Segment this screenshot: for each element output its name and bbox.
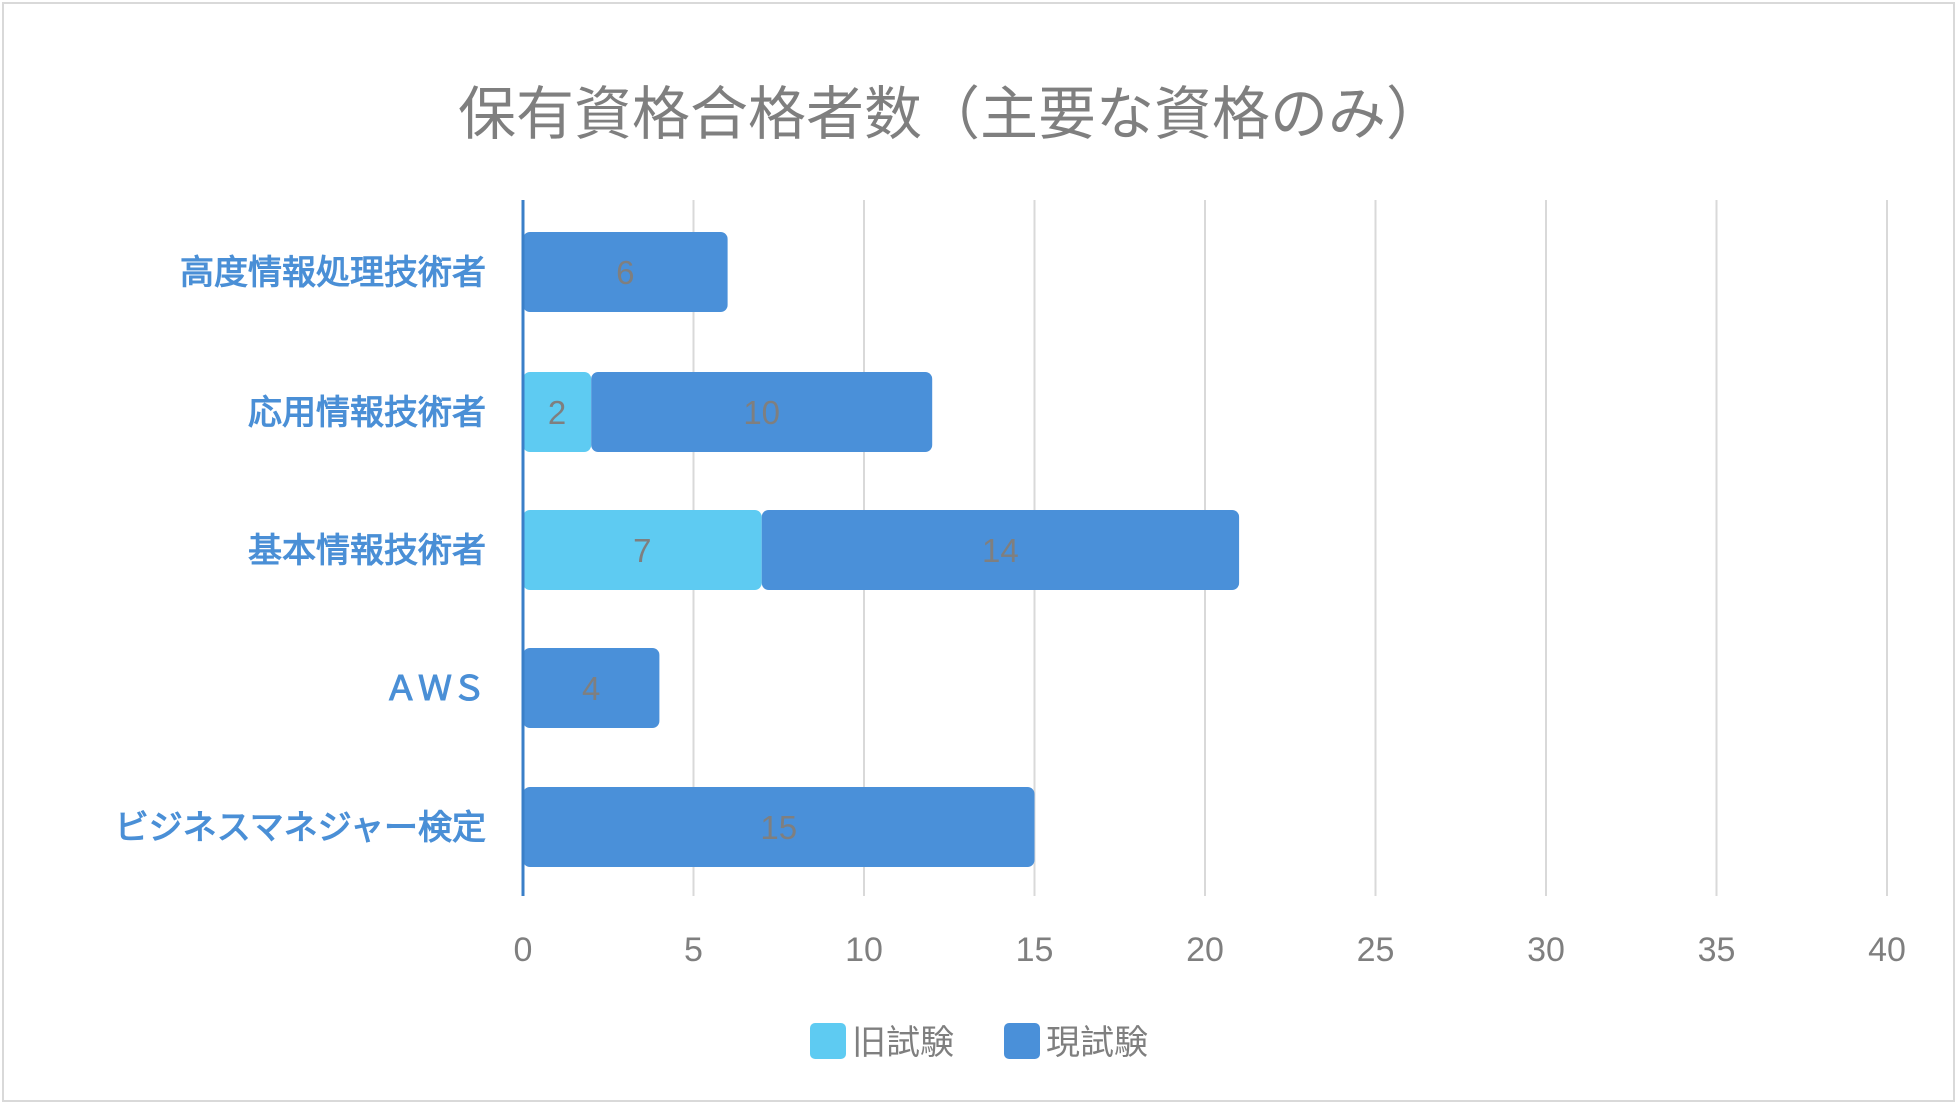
x-tick-label: 25 — [1357, 931, 1395, 969]
bar-segment — [761, 510, 1240, 590]
category-label: 基本情報技術者 — [248, 531, 486, 571]
x-axis-ticks: 0 5 10 15 20 25 30 35 40 — [514, 931, 1906, 969]
category-label: 応用情報技術者 — [248, 393, 486, 433]
legend-label: 旧試験 — [852, 1023, 954, 1063]
x-tick-label: 35 — [1698, 931, 1736, 969]
chart-title: 保有資格合格者数（主要な資格のみ） — [458, 80, 1444, 148]
x-tick-label: 20 — [1186, 931, 1224, 969]
bar-chart: 保有資格合格者数（主要な資格のみ） 0 5 10 15 20 25 30 35 40 6 2 10 7… — [115, 80, 1906, 1063]
bar-segment — [523, 372, 592, 452]
bar-segment — [523, 232, 728, 312]
x-tick-label: 15 — [1016, 931, 1054, 969]
x-tick-label: 40 — [1868, 931, 1906, 969]
data-label: 4 — [582, 670, 600, 707]
bar-segment — [523, 787, 1035, 867]
x-tick-label: 5 — [684, 931, 703, 969]
x-tick-label: 10 — [845, 931, 883, 969]
category-label: ビジネスマネジャー検定 — [115, 808, 486, 848]
legend-label: 現試験 — [1046, 1023, 1148, 1063]
data-label: 14 — [982, 532, 1019, 569]
data-label: 6 — [616, 254, 634, 291]
bar-segment — [523, 648, 660, 728]
legend-swatch — [810, 1023, 846, 1059]
category-label: 高度情報処理技術者 — [180, 253, 486, 293]
x-tick-label: 30 — [1527, 931, 1565, 969]
bar-segment — [591, 372, 933, 452]
data-label: 2 — [548, 394, 566, 431]
bars: 6 2 10 7 14 4 15 — [523, 232, 1240, 867]
data-label: 10 — [743, 394, 780, 431]
bar-segment — [523, 510, 762, 590]
data-label: 15 — [760, 809, 797, 846]
x-tick-label: 0 — [514, 931, 533, 969]
legend-swatch — [1004, 1023, 1040, 1059]
legend: 旧試験 現試験 — [810, 1023, 1148, 1063]
data-label: 7 — [633, 532, 651, 569]
category-label: ＡＷＳ — [384, 669, 486, 709]
